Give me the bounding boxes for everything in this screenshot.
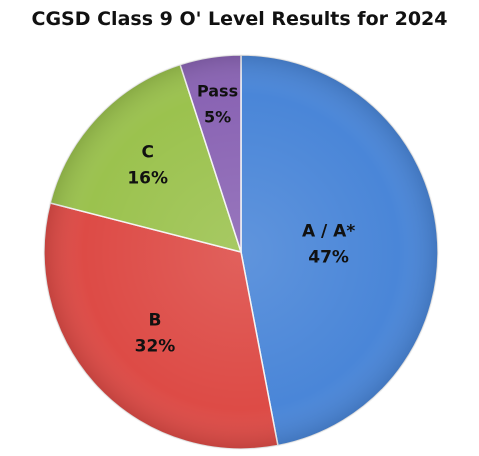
- chart-title: CGSD Class 9 O' Level Results for 2024: [31, 8, 448, 30]
- slice-category-label: A / A*: [302, 222, 355, 242]
- pie-slices: [43, 54, 439, 450]
- slice-value-label: 16%: [127, 168, 168, 188]
- slice-value-label: 32%: [135, 337, 176, 357]
- slice-category-label: C: [141, 142, 153, 162]
- pie-labels: A / A* 47% B 32% C 16% Pass 5%: [127, 81, 355, 356]
- slice-value-label: 47%: [308, 248, 349, 268]
- slice-category-label: B: [148, 311, 161, 331]
- slice-value-label: 5%: [204, 107, 231, 126]
- slice-category-label: Pass: [197, 81, 238, 100]
